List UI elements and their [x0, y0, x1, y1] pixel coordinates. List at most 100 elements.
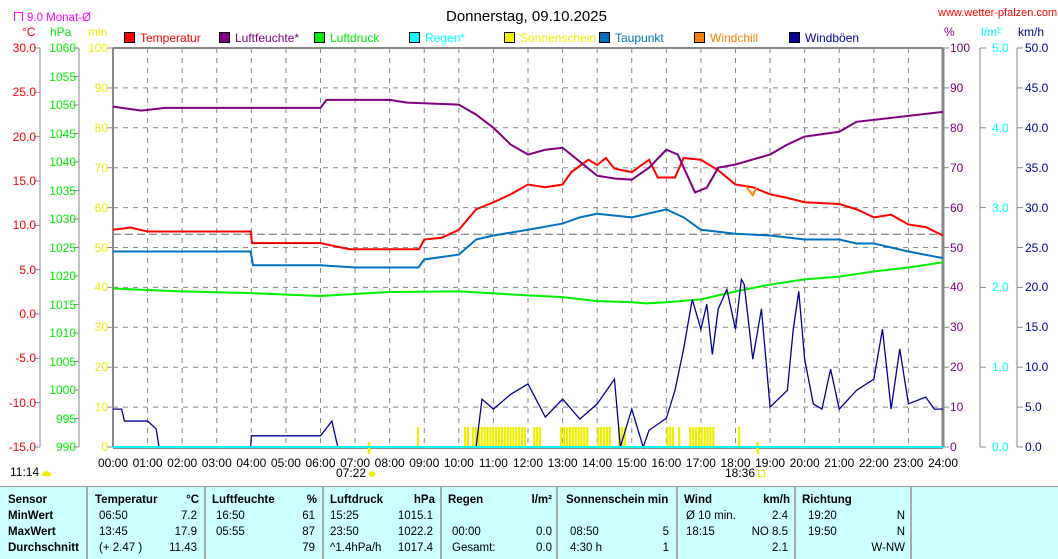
press-tick-label: 1055 [49, 69, 76, 84]
hum-tick-label: 50 [950, 240, 964, 255]
x-tick-label: 14:00 [582, 456, 613, 470]
table-cell-temp-v: 17.9 [174, 526, 197, 538]
temp-tick-label: 15.0 [12, 174, 36, 188]
table-cell-dir-t: 19:50 [808, 526, 837, 538]
table-cell-dir-t: 19:20 [808, 510, 837, 522]
hum-tick-label: 10 [950, 400, 964, 415]
table-cell-dir-v: N [896, 510, 905, 522]
table-cell-rain-t: 00:00 [452, 526, 481, 538]
gust-unit-label: km/h [1018, 25, 1045, 39]
table-cell-press-t: 15:25 [330, 510, 359, 522]
x-tick-label: 22:00 [858, 456, 889, 470]
table-cell-hum-t: 16:50 [216, 510, 245, 522]
sunshine-bar [518, 427, 521, 447]
sun-tick-label: 80 [94, 120, 108, 135]
table-header: Sensor [8, 494, 47, 506]
table-header: Temperatur [95, 494, 158, 506]
sunshine-bar [597, 427, 600, 447]
x-tick-label: 02:00 [167, 456, 198, 470]
x-tick-label: 24:00 [927, 456, 959, 470]
dew-series-line [113, 208, 944, 269]
sunshine-bar [565, 427, 569, 447]
sunshine-bar [466, 427, 470, 447]
gust-tick-label: 45.0 [1025, 80, 1049, 95]
sunshine-bar [523, 427, 527, 447]
press-tick-label: 1045 [49, 126, 76, 141]
rain-tick-label: 0.0 [992, 440, 1009, 454]
table-row-label: Durchschnitt [8, 542, 79, 554]
hum-tick-label: 20 [950, 360, 964, 375]
gust-tick-label: 30.0 [1025, 200, 1049, 215]
site-link[interactable]: www.wetter-pfalzen.com [938, 7, 1058, 19]
sunshine-bar [497, 427, 501, 447]
sunset: 18:36 [725, 466, 766, 480]
table-cell-dir-v: W-NW [871, 542, 905, 554]
sunset-time: 18:36 [725, 466, 756, 480]
table-cell-dir-v: N [896, 526, 905, 538]
table-cell-hum-t: 05:55 [216, 526, 245, 538]
table-header: hPa [413, 494, 435, 506]
sunshine-bar [669, 427, 672, 447]
x-tick-label: 04:00 [236, 456, 267, 470]
table-cell-hum-v: 79 [302, 542, 315, 554]
sunshine-bar [700, 427, 703, 447]
legend-item-press: Luftdruck [314, 32, 379, 45]
sunshine-bar [480, 427, 483, 447]
sunshine-bar [486, 427, 489, 447]
table-cell-wind-v: 2.4 [772, 510, 788, 522]
x-tick-label: 19:00 [755, 456, 786, 470]
table-cell-press-v: 1022.2 [397, 526, 433, 538]
gust-tick-label: 15.0 [1025, 320, 1049, 335]
statistics-table: Sensor Temperatur °C Luftfeuchte% Luftdruck h… [0, 486, 1058, 559]
table-cell-hum-v: 87 [302, 526, 315, 538]
month-average-legend: 9.0 Monat-Ø [14, 12, 91, 25]
sunshine-bar [538, 427, 542, 447]
table-cell-press-t: 23:50 [330, 526, 359, 538]
sunshine-bar [503, 427, 506, 447]
table-header: Regen [448, 494, 484, 506]
temp-tick-label: -10.0 [8, 395, 36, 410]
sunshine-bar [520, 427, 524, 447]
sunshine-bar [692, 427, 695, 447]
month-average-icon [14, 12, 23, 21]
hum-unit-label: % [944, 25, 955, 39]
sunshine-bar [483, 427, 486, 447]
legend-swatch [599, 32, 610, 43]
table-cell-wind-v: NO 8.5 [751, 526, 788, 538]
table-cell-hum-v: 61 [302, 510, 315, 522]
temp-tick-label: 30.0 [12, 41, 36, 55]
chart-title: Donnerstag, 09.10.2025 [446, 8, 607, 25]
sunshine-bar [477, 427, 480, 447]
x-tick-label: 16:00 [651, 456, 682, 470]
sunshine-bar [602, 427, 606, 447]
sunshine-bar [563, 427, 566, 447]
temp-unit-label: °C [22, 25, 36, 39]
sunshine-bar [506, 427, 509, 447]
table-cell-rain-v: 0.0 [536, 542, 552, 554]
sunshine-bar [474, 427, 478, 447]
x-tick-label: 20:00 [789, 456, 820, 470]
sunshine-bar [678, 427, 681, 447]
table-cell-sun-v: 5 [662, 526, 669, 538]
sunshine-bar [703, 427, 706, 447]
sunshine-bar [568, 427, 572, 447]
sunshine-bar [509, 427, 512, 447]
sunshine-bar [515, 427, 518, 447]
sunshine-bar [623, 427, 626, 447]
hum-tick-label: 100 [950, 41, 971, 55]
x-tick-label: 17:00 [685, 456, 716, 470]
hum-tick-label: 0 [950, 440, 957, 454]
x-tick-label: 23:00 [893, 456, 924, 470]
x-tick-label: 06:00 [305, 456, 336, 470]
sunshine-bar [533, 427, 536, 447]
x-tick-label: 01:00 [132, 456, 163, 470]
temp-tick-label: 20.0 [12, 129, 36, 144]
table-column-divider [204, 487, 206, 559]
legend-label: Temperatur [140, 31, 201, 45]
sunshine-bar [666, 427, 669, 447]
sunshine-bar [737, 427, 741, 447]
table-row-label: MaxWert [8, 526, 56, 538]
table-cell-press-v: 1017.4 [397, 542, 433, 554]
sun-tick-label: 30 [94, 320, 108, 335]
